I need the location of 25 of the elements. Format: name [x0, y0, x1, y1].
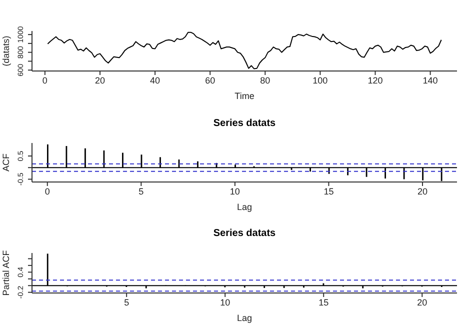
x-axis-title: Time: [234, 91, 254, 101]
x-tick-label: 120: [368, 75, 383, 86]
x-tick-label: 100: [312, 75, 328, 86]
x-axis-title: Lag: [236, 313, 252, 323]
x-tick-label: 15: [318, 297, 329, 308]
y-axis-title: Partial ACF: [1, 250, 11, 296]
x-tick-label: 140: [422, 75, 438, 86]
x-tick-label: 20: [94, 75, 105, 86]
x-tick-label: 40: [150, 75, 160, 86]
y-axis-title: (datats): [1, 36, 11, 66]
chart-title: Series datats: [212, 118, 277, 129]
x-tick-label: 10: [230, 186, 240, 196]
x-axis-title: Lag: [236, 202, 252, 212]
x-tick-label: 60: [205, 75, 216, 86]
x-tick-label: 80: [260, 75, 270, 86]
x-tick-label: 0: [44, 186, 50, 196]
y-axis-title: ACF: [1, 153, 11, 172]
x-tick-label: 0: [42, 75, 48, 86]
x-tick-label: 20: [417, 297, 428, 308]
x-tick-label: 5: [138, 186, 144, 196]
x-tick-label: 15: [324, 186, 334, 196]
x-tick-label: 10: [220, 297, 230, 308]
chart-title: Series datats: [212, 228, 277, 239]
x-tick-label: 5: [124, 297, 130, 308]
x-tick-label: 20: [417, 186, 428, 196]
